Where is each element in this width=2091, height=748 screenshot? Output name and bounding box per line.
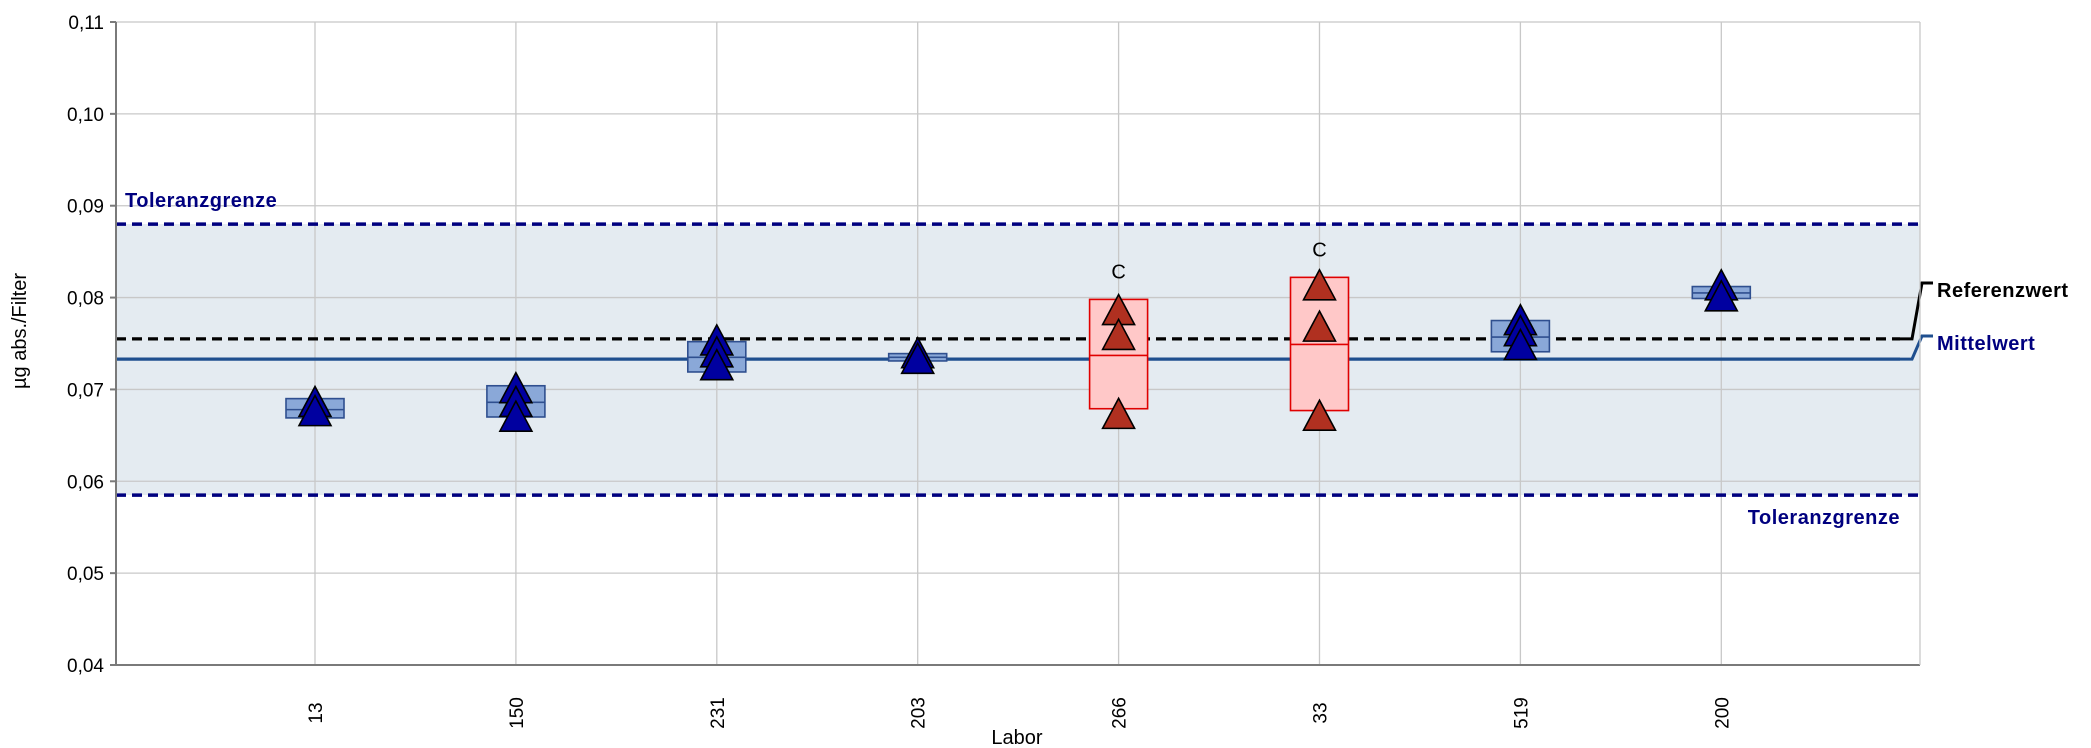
data-point [900,341,936,375]
y-tick-label: 0,08 [67,289,104,310]
y-tick-label: 0,09 [67,197,104,218]
data-point [1302,268,1337,301]
mean-value-label: Mittelwert [1937,333,2035,355]
data-point [1302,309,1337,342]
x-tick-label: 231 [708,697,729,729]
tolerance-lower-label: Toleranzgrenze [1748,507,1900,529]
data-point [1101,317,1136,351]
tolerance-upper-label: Toleranzgrenze [125,190,277,212]
data-point [1101,396,1136,430]
y-tick-label: 0,06 [67,472,104,493]
flag-label: C [1312,239,1326,261]
y-tick-label: 0,10 [67,105,104,126]
x-tick-label: 266 [1110,697,1131,729]
data-point [699,348,735,381]
y-tick-label: 0,04 [67,656,104,677]
flag-label: C [1111,261,1125,283]
y-tick-label: 0,07 [67,380,104,401]
data-point [1703,279,1739,312]
data-point [1302,398,1337,432]
data-point [297,393,333,427]
y-tick-label: 0,11 [68,13,104,34]
x-tick-label: 519 [1511,697,1532,729]
reference-lines [116,222,1933,497]
x-tick-label: 150 [507,697,528,729]
y-tick-labels: 0,04 0,05 0,06 0,07 0,08 0,09 0,10 0,11 [67,13,104,677]
reference-value-label: Referenzwert [1937,280,2069,302]
x-axis-title: Labor [991,727,1042,748]
lab-markers [297,268,1739,432]
x-tick-labels: 13 150 231 203 266 33 519 200 [306,697,1733,729]
mean-value-leader [1900,334,1933,361]
data-point [498,399,534,432]
y-tick-label: 0,05 [67,564,104,585]
x-tick-label: 33 [1311,702,1332,723]
flag-labels: CC [1111,239,1326,283]
reference-value-leader [1900,281,1933,341]
y-axis-title: µg abs./Filter [9,273,31,389]
x-tick-label: 200 [1712,697,1733,729]
data-point [1503,327,1538,361]
x-tick-label: 203 [909,697,930,729]
axes [110,21,1921,666]
x-tick-label: 13 [306,702,327,723]
